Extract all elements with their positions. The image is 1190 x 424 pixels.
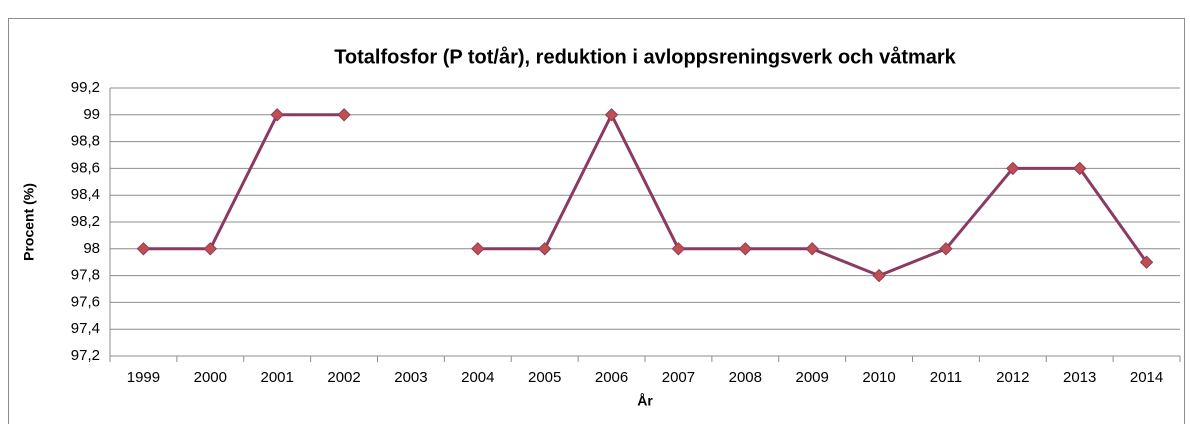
marker xyxy=(203,242,218,256)
marker xyxy=(738,242,753,256)
x-tick-label: 2002 xyxy=(327,369,360,386)
y-tick-label: 98,4 xyxy=(71,186,100,203)
marker xyxy=(1072,161,1087,176)
marker xyxy=(337,108,351,122)
y-axis-label: Procent (%) xyxy=(21,183,37,261)
marker xyxy=(270,108,284,122)
x-tick-label: 2005 xyxy=(528,369,561,386)
marker xyxy=(136,242,151,256)
marker xyxy=(872,268,886,283)
marker xyxy=(537,242,552,256)
x-tick-label: 2003 xyxy=(394,369,427,386)
chart-title: Totalfosfor (P tot/år), reduktion i avlo… xyxy=(334,45,956,68)
marker xyxy=(1006,161,1020,176)
marker xyxy=(471,242,485,256)
x-tick-label: 2007 xyxy=(662,369,695,386)
chart-frame xyxy=(8,18,1185,424)
x-tick-label: 2001 xyxy=(261,369,294,386)
y-tick-label: 99 xyxy=(83,106,100,123)
x-tick-label: 2011 xyxy=(930,369,962,386)
x-tick-label: 1999 xyxy=(127,369,160,386)
y-tick-label: 97,6 xyxy=(71,293,100,310)
x-tick-label: 2000 xyxy=(194,369,227,386)
x-tick-label: 2008 xyxy=(729,369,762,386)
x-tick-label: 2004 xyxy=(461,369,494,386)
y-tick-label: 97,8 xyxy=(71,267,100,284)
x-tick-label: 2006 xyxy=(595,369,628,386)
y-tick-label: 97,2 xyxy=(71,347,100,364)
y-tick-label: 99,2 xyxy=(71,79,100,96)
x-tick-label: 2012 xyxy=(996,369,1029,386)
marker xyxy=(1139,255,1154,269)
y-tick-label: 98,8 xyxy=(71,133,100,150)
x-tick-label: 2010 xyxy=(862,369,895,386)
marker xyxy=(604,108,619,122)
x-tick-label: 2009 xyxy=(796,369,829,386)
x-tick-label: 2014 xyxy=(1130,369,1163,386)
y-tick-label: 98,2 xyxy=(71,213,100,230)
y-tick-label: 97,4 xyxy=(71,320,100,337)
marker xyxy=(805,242,819,256)
y-tick-label: 98,6 xyxy=(71,159,100,176)
x-tick-label: 2013 xyxy=(1063,369,1096,386)
x-axis-label: År xyxy=(637,393,653,409)
y-tick-label: 98 xyxy=(83,240,100,257)
marker xyxy=(671,242,686,256)
marker xyxy=(939,242,953,256)
